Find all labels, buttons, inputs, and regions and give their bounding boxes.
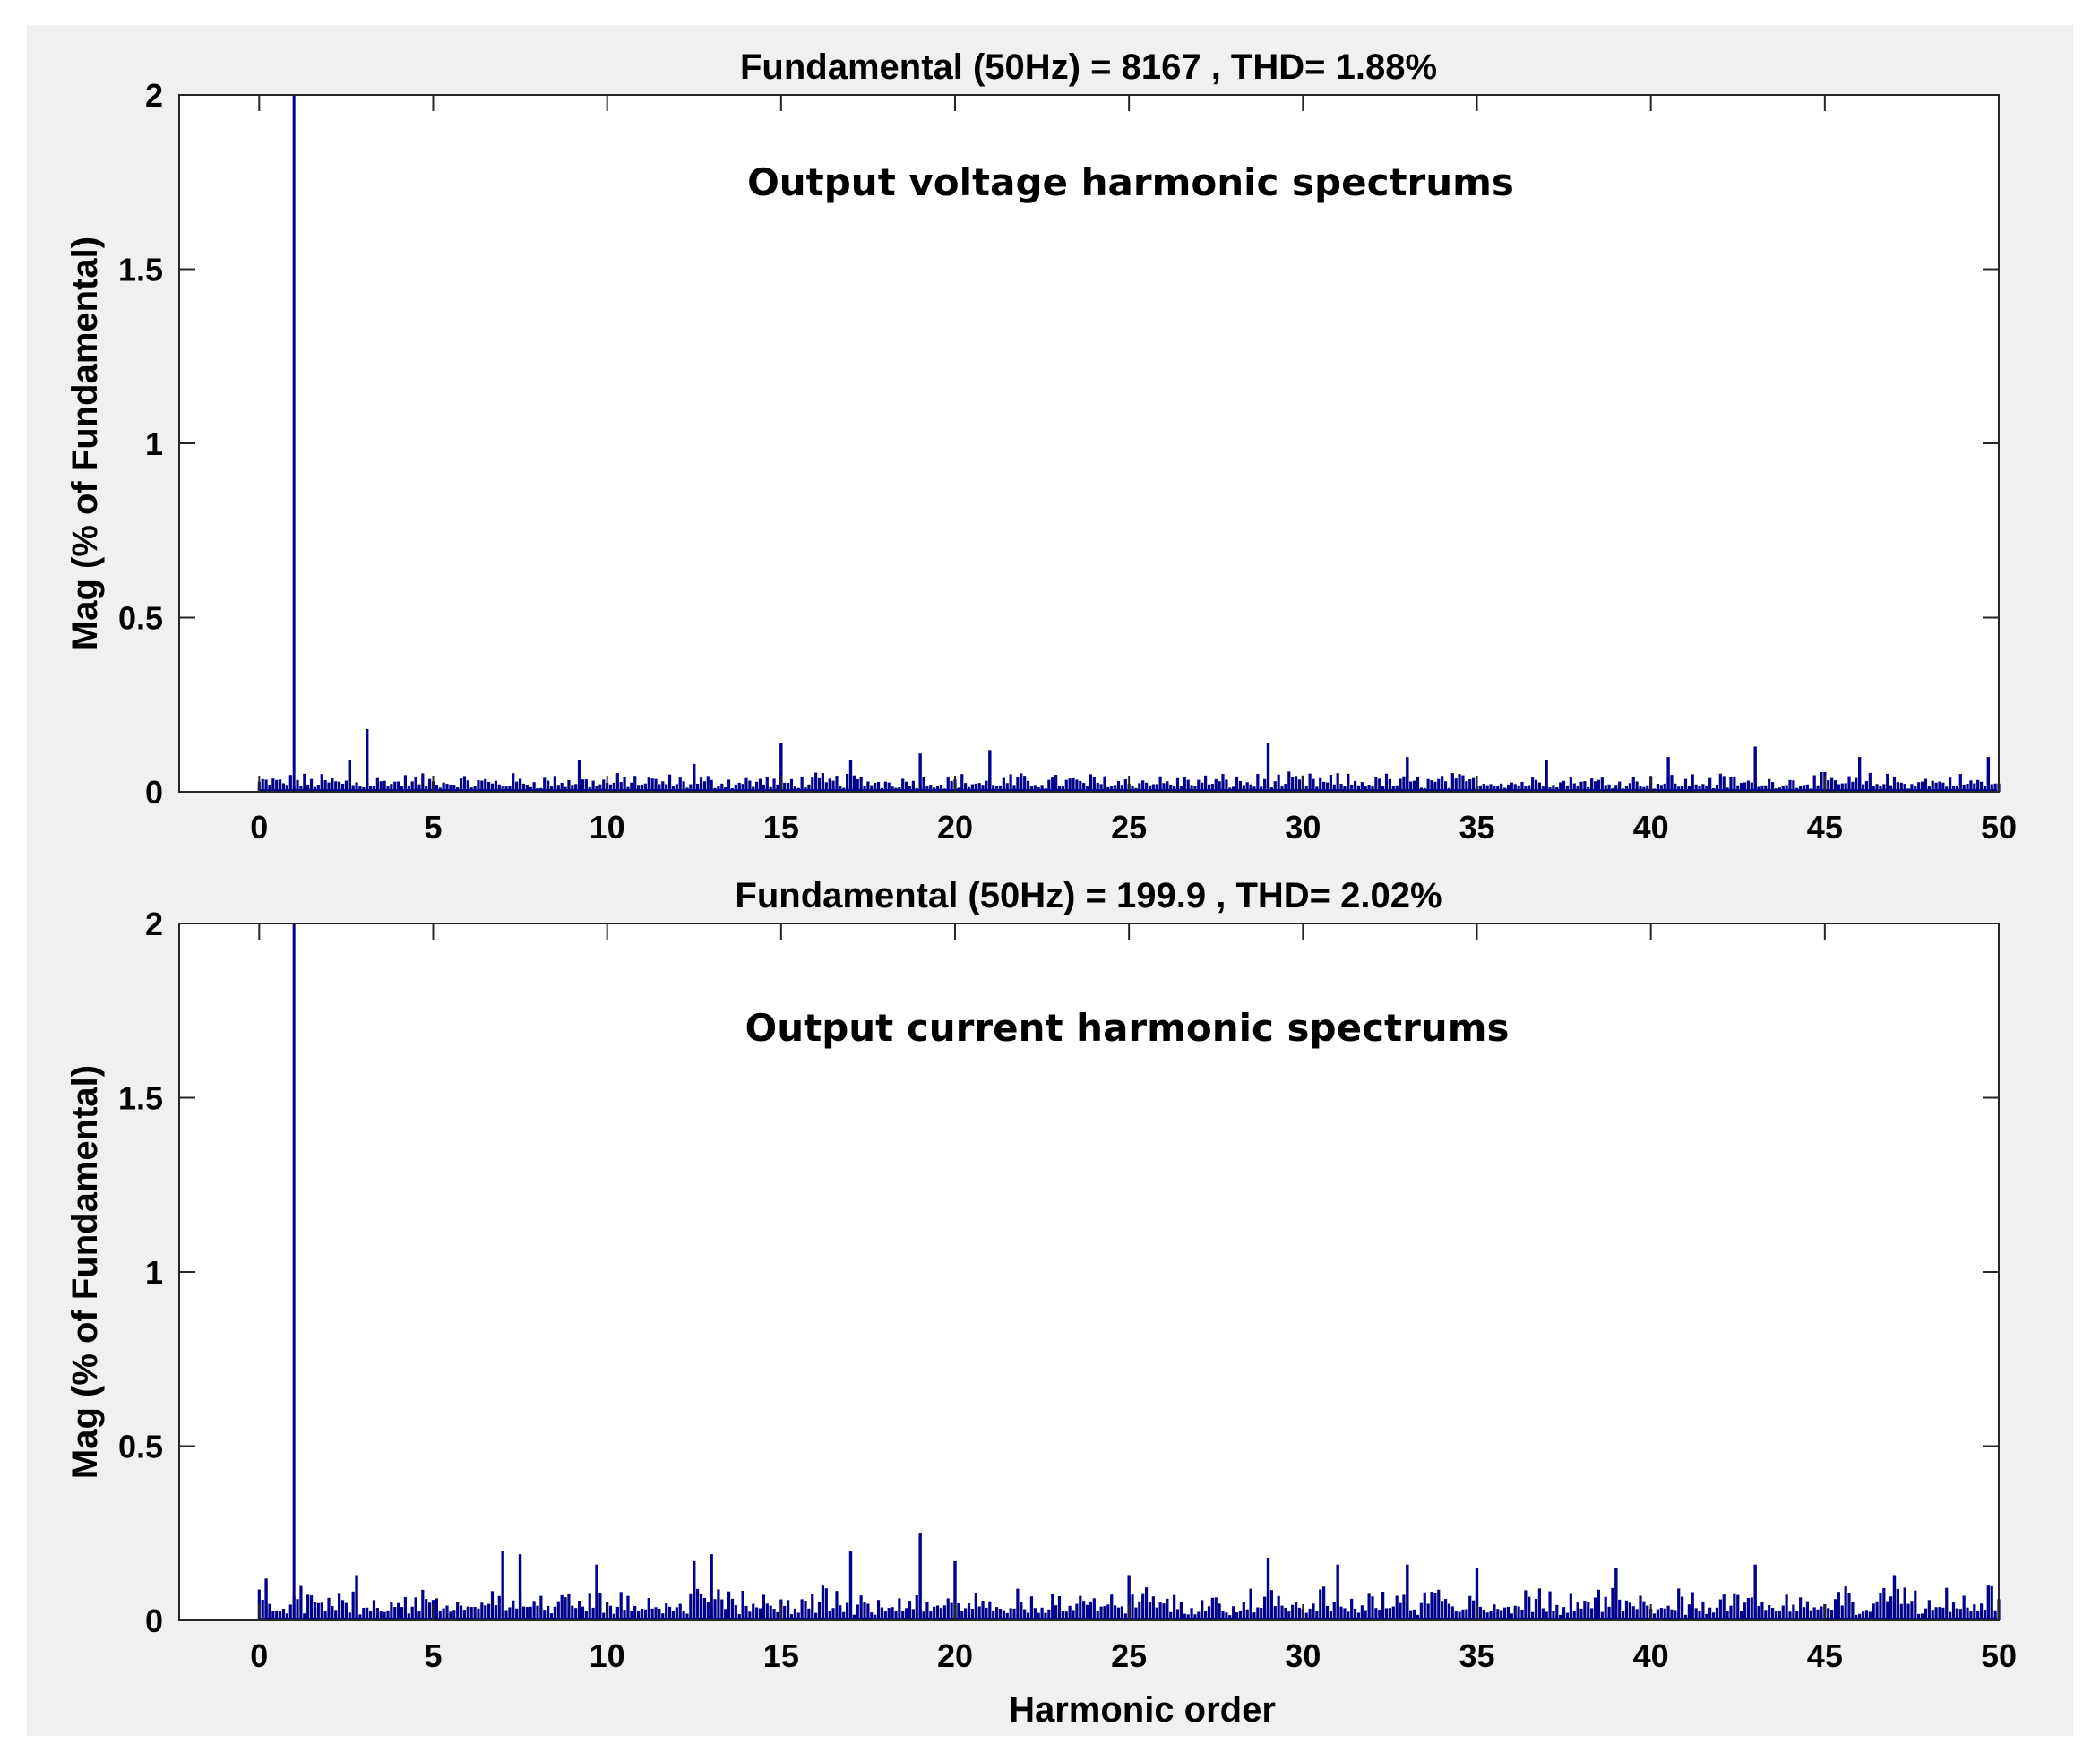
x-tick-label: 5 bbox=[424, 1637, 442, 1674]
x-tick-label: 50 bbox=[1981, 1637, 2017, 1674]
x-tick-label: 25 bbox=[1111, 809, 1147, 846]
current-spectrum-panel: 0 5 10 15 20 25 30 35 40 45 50 0 0.5 1 1.5 2 Fundamenta… bbox=[65, 876, 2017, 1730]
x-tick-label: 30 bbox=[1285, 1637, 1321, 1674]
voltage-spectrum-panel: 0 5 10 15 20 25 30 35 40 45 50 0 0.5 1 1.5 2 Fundamenta… bbox=[65, 47, 2017, 846]
voltage-chart-title: Fundamental (50Hz) = 8167 , THD= 1.88% bbox=[740, 47, 1437, 87]
x-tick-label: 45 bbox=[1807, 809, 1843, 846]
y-tick-label: 0 bbox=[145, 774, 163, 811]
y-tick-label: 1 bbox=[145, 425, 163, 462]
x-tick-label: 15 bbox=[763, 1637, 799, 1674]
current-x-axis-label: Harmonic order bbox=[1009, 1690, 1276, 1730]
x-tick-label: 10 bbox=[590, 809, 625, 846]
current-plot-area bbox=[179, 923, 1999, 1620]
x-tick-label: 0 bbox=[250, 1637, 268, 1674]
y-tick-label: 0.5 bbox=[118, 1429, 163, 1465]
current-chart-title: Fundamental (50Hz) = 199.9 , THD= 2.02% bbox=[735, 876, 1442, 915]
current-ticks: 0 5 10 15 20 25 30 35 40 45 50 0 0.5 1 1.5 2 bbox=[118, 906, 2017, 1674]
x-tick-label: 50 bbox=[1981, 809, 2017, 846]
current-annotation: Output current harmonic spectrums bbox=[745, 1006, 1510, 1050]
y-tick-label: 2 bbox=[145, 77, 163, 114]
voltage-ticks: 0 5 10 15 20 25 30 35 40 45 50 0 0.5 1 1.5 2 bbox=[118, 77, 2017, 846]
x-tick-label: 15 bbox=[763, 809, 799, 846]
x-tick-label: 45 bbox=[1807, 1637, 1843, 1674]
y-tick-label: 0.5 bbox=[118, 600, 163, 637]
y-tick-label: 1 bbox=[145, 1254, 163, 1291]
x-tick-label: 40 bbox=[1633, 1637, 1669, 1674]
y-tick-label: 1.5 bbox=[118, 252, 163, 288]
y-tick-label: 2 bbox=[145, 906, 163, 942]
voltage-annotation: Output voltage harmonic spectrums bbox=[747, 160, 1514, 204]
voltage-y-axis-label: Mag (% of Fundamental) bbox=[65, 236, 105, 650]
y-tick-label: 0 bbox=[145, 1602, 163, 1639]
x-tick-label: 10 bbox=[590, 1637, 625, 1674]
x-tick-label: 20 bbox=[937, 809, 973, 846]
x-tick-label: 40 bbox=[1633, 809, 1669, 846]
x-tick-label: 35 bbox=[1459, 1637, 1494, 1674]
current-y-axis-label: Mag (% of Fundamental) bbox=[65, 1065, 105, 1479]
y-tick-label: 1.5 bbox=[118, 1080, 163, 1117]
x-tick-label: 5 bbox=[424, 809, 442, 846]
voltage-plot-area bbox=[179, 95, 1999, 792]
x-tick-label: 0 bbox=[250, 809, 268, 846]
x-tick-label: 25 bbox=[1111, 1637, 1147, 1674]
x-tick-label: 20 bbox=[937, 1637, 973, 1674]
x-tick-label: 35 bbox=[1459, 809, 1494, 846]
x-tick-label: 30 bbox=[1285, 809, 1321, 846]
